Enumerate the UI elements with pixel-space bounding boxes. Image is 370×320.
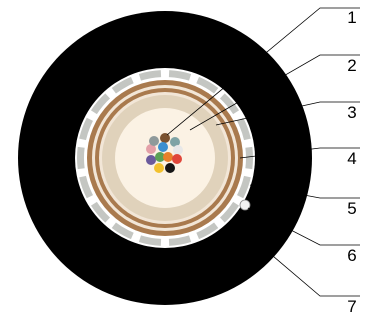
armor-segment [79,175,93,199]
leader-lines [166,7,360,297]
ripcord [239,199,251,211]
callout-7: 7 [347,297,356,316]
fiber [170,137,180,147]
armor-segment [219,201,240,223]
leader-line-1 [166,7,360,136]
callout-1: 1 [347,8,356,27]
fiber [172,154,182,164]
armor-segment [138,70,162,81]
fiber [158,142,168,152]
armor-segment [196,76,219,94]
leader-line-4 [239,147,360,159]
armor-segment [168,70,192,81]
armor-segment [111,222,134,240]
armor-segment [237,117,251,141]
fiber [165,163,175,173]
armor-segment [79,117,93,141]
armor-segment [168,235,192,246]
fiber [160,133,170,143]
leader-line-2 [189,54,360,131]
fiber [146,155,156,165]
fiber [163,152,173,162]
armor-segment-ring [76,70,254,246]
callout-3: 3 [347,103,356,122]
fiber [149,136,159,146]
leader-line-5 [249,184,360,199]
fiber [154,163,164,173]
fiber [146,144,156,154]
armor-segment [237,175,251,199]
armor-segment [245,146,254,170]
armor-segment [138,235,162,246]
fiber [173,145,183,155]
callout-4: 4 [347,149,356,168]
leader-line-3 [215,101,360,126]
fiber [155,152,165,162]
armor-segment [76,146,85,170]
armor-segment [196,222,219,240]
armor-segment [90,93,111,115]
callout-2: 2 [347,56,356,75]
armor-segment [219,93,240,115]
armor-segment [90,201,111,223]
callout-5: 5 [347,199,356,218]
fiber-bundle [146,133,183,173]
leader-line-7 [239,227,360,297]
leader-line-6 [247,207,360,246]
armor-segment [111,76,134,94]
callout-6: 6 [347,246,356,265]
